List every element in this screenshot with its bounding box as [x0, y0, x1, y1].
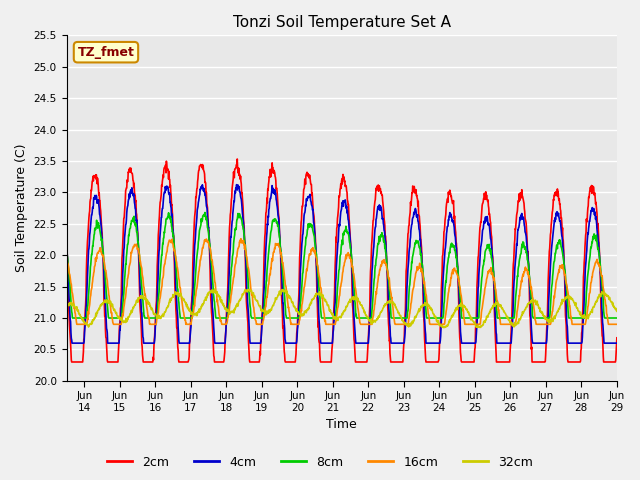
- 8cm: [613, 315, 621, 321]
- 2cm: [376, 186, 384, 192]
- Legend: 2cm, 4cm, 8cm, 16cm, 32cm: 2cm, 4cm, 8cm, 16cm, 32cm: [102, 451, 538, 474]
- 4cm: [128, 185, 136, 191]
- 2cm: [308, 190, 316, 196]
- 32cm: [63, 302, 70, 308]
- 8cm: [63, 244, 70, 250]
- 16cm: [308, 246, 316, 252]
- 8cm: [128, 218, 136, 224]
- 32cm: [105, 300, 113, 306]
- 2cm: [128, 170, 136, 176]
- 4cm: [106, 340, 113, 346]
- 16cm: [73, 322, 81, 327]
- Line: 16cm: 16cm: [67, 239, 617, 324]
- 16cm: [237, 236, 244, 241]
- 16cm: [318, 295, 326, 301]
- 4cm: [233, 182, 241, 188]
- 4cm: [68, 340, 76, 346]
- 16cm: [106, 298, 113, 304]
- 2cm: [318, 359, 326, 365]
- 16cm: [297, 312, 305, 318]
- 2cm: [63, 234, 70, 240]
- 32cm: [613, 308, 621, 314]
- 32cm: [296, 311, 304, 316]
- 4cm: [318, 340, 326, 346]
- 32cm: [308, 297, 316, 302]
- 16cm: [63, 255, 70, 261]
- 8cm: [68, 315, 76, 321]
- 4cm: [63, 242, 70, 248]
- 32cm: [211, 286, 219, 292]
- 2cm: [613, 335, 621, 341]
- X-axis label: Time: Time: [326, 419, 357, 432]
- 32cm: [376, 311, 384, 317]
- 2cm: [297, 228, 305, 233]
- 8cm: [106, 315, 113, 321]
- 4cm: [308, 203, 316, 209]
- 2cm: [68, 359, 76, 365]
- 8cm: [297, 298, 305, 303]
- 16cm: [376, 264, 384, 270]
- 32cm: [127, 308, 135, 313]
- Line: 8cm: 8cm: [67, 213, 617, 318]
- 16cm: [128, 248, 136, 254]
- 2cm: [234, 156, 241, 162]
- 4cm: [613, 340, 621, 346]
- 2cm: [106, 359, 113, 365]
- 8cm: [376, 234, 384, 240]
- 8cm: [201, 210, 209, 216]
- 8cm: [308, 222, 316, 228]
- Text: TZ_fmet: TZ_fmet: [77, 46, 134, 59]
- Title: Tonzi Soil Temperature Set A: Tonzi Soil Temperature Set A: [233, 15, 451, 30]
- Line: 32cm: 32cm: [67, 289, 617, 327]
- Y-axis label: Soil Temperature (C): Soil Temperature (C): [15, 144, 28, 272]
- 32cm: [318, 293, 326, 299]
- 32cm: [440, 324, 447, 330]
- 8cm: [318, 315, 326, 321]
- 4cm: [376, 203, 384, 209]
- 16cm: [613, 322, 621, 327]
- 4cm: [297, 262, 305, 268]
- Line: 4cm: 4cm: [67, 185, 617, 343]
- Line: 2cm: 2cm: [67, 159, 617, 362]
